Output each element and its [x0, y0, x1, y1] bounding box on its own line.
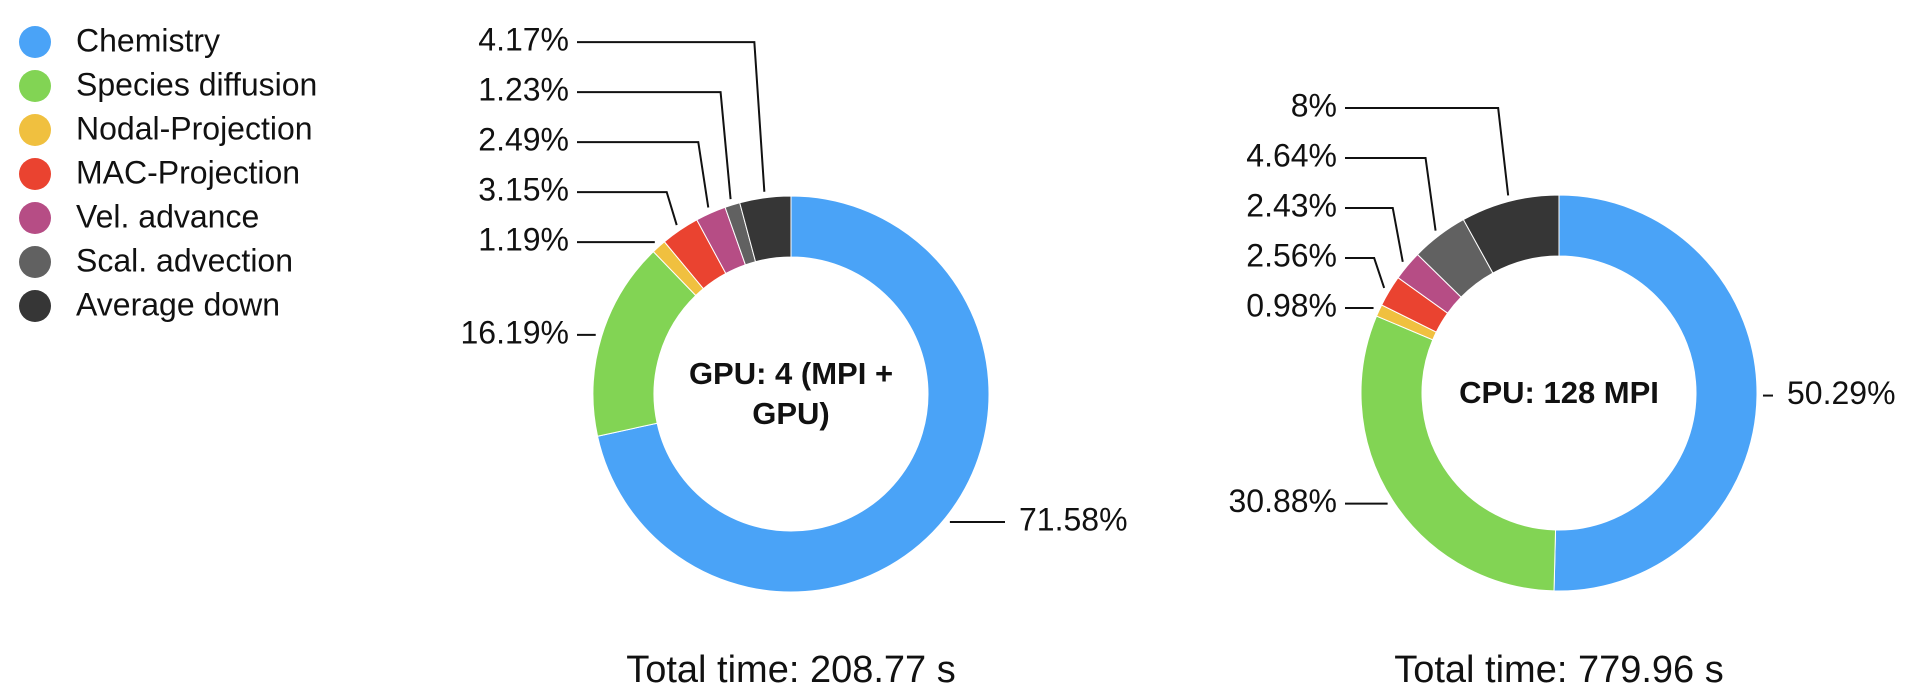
value-label: 2.56%: [1246, 237, 1337, 273]
legend-marker: [19, 158, 51, 190]
value-label: 1.19%: [478, 222, 569, 258]
legend-marker: [19, 70, 51, 102]
footer: Total time: 208.77 s: [626, 649, 956, 691]
value-label: 71.58%: [1019, 501, 1128, 537]
value-label: 50.29%: [1787, 375, 1896, 411]
leader-line: [1345, 257, 1386, 289]
slice: [596, 195, 990, 593]
legend-label: Average down: [76, 286, 280, 322]
value-label: 16.19%: [460, 314, 569, 350]
value-label: 30.88%: [1228, 483, 1337, 519]
value-label: 4.64%: [1246, 137, 1337, 173]
slice: [739, 195, 792, 263]
legend-label: Scal. advection: [76, 242, 293, 278]
legend-label: MAC-Projection: [76, 154, 300, 190]
legend-marker: [19, 26, 51, 58]
value-label: 4.17%: [478, 22, 569, 58]
value-label: 1.23%: [478, 72, 569, 108]
center-label: CPU: 128 MPI: [1459, 375, 1659, 410]
legend-label: Chemistry: [76, 22, 220, 58]
value-label: 2.43%: [1246, 187, 1337, 223]
value-label: 3.15%: [478, 172, 569, 208]
legend-marker: [19, 246, 51, 278]
leader-line: [577, 141, 710, 208]
value-label: 0.98%: [1246, 287, 1337, 323]
leader-line: [1345, 107, 1510, 196]
slice: [1360, 315, 1557, 592]
slice: [1553, 194, 1758, 592]
slice: [1462, 194, 1560, 274]
leader-line: [577, 41, 766, 192]
leader-line: [1345, 157, 1437, 231]
value-label: 8%: [1291, 87, 1337, 123]
leader-line: [577, 191, 678, 226]
legend-marker: [19, 202, 51, 234]
legend-marker: [19, 114, 51, 146]
footer: Total time: 779.96 s: [1394, 649, 1724, 691]
legend-label: Nodal-Projection: [76, 110, 313, 146]
leader-line: [577, 91, 732, 200]
leader-line: [1345, 207, 1404, 263]
legend-label: Species diffusion: [76, 66, 317, 102]
legend-marker: [19, 290, 51, 322]
center-label: GPU: 4 (MPI + GPU): [688, 356, 894, 431]
value-label: 2.49%: [478, 122, 569, 158]
legend-label: Vel. advance: [76, 198, 259, 234]
